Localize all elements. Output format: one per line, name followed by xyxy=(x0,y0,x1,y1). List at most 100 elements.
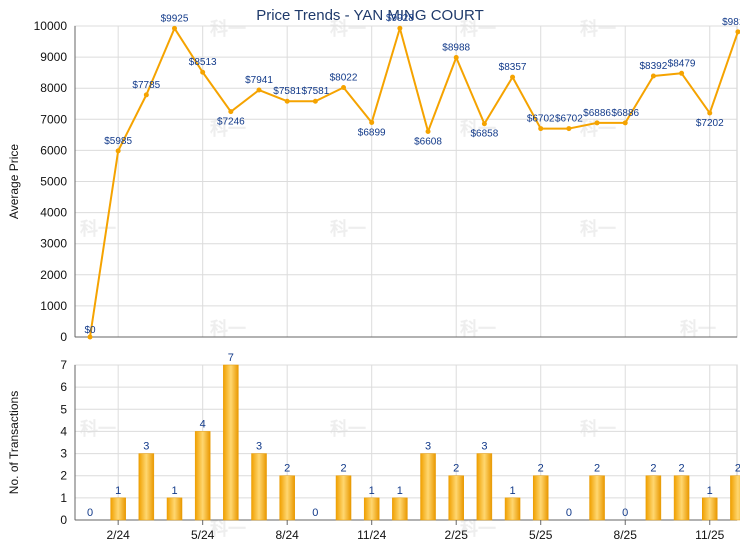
watermark-text-2: 科一 xyxy=(460,18,496,39)
price-tick-label: 5000 xyxy=(40,175,67,189)
watermark-text-16: 科一 xyxy=(210,518,246,539)
price-data-label: $9813 xyxy=(722,17,740,28)
price-data-label: $8392 xyxy=(639,61,667,72)
count-data-label: 2 xyxy=(538,463,544,475)
count-bar xyxy=(194,431,211,521)
price-point xyxy=(679,70,685,76)
count-bar xyxy=(589,475,605,521)
price-line-segment xyxy=(653,72,682,78)
count-bar xyxy=(110,497,126,521)
watermark-text-17: 科一 xyxy=(460,518,496,539)
price-data-label: $6702 xyxy=(527,114,555,125)
price-point xyxy=(397,25,403,31)
count-bar xyxy=(673,475,690,521)
price-data-label: $6702 xyxy=(555,114,583,125)
count-bar xyxy=(532,475,549,521)
count-data-label: 2 xyxy=(679,463,685,475)
watermark-text-15: 科一 xyxy=(580,418,616,439)
price-data-label: $7581 xyxy=(273,86,301,97)
price-line-segment xyxy=(145,27,176,96)
count-bar xyxy=(701,497,718,521)
count-data-label: 4 xyxy=(200,418,206,430)
count-data-label: 2 xyxy=(594,463,600,475)
x-tick-label: 8/25 xyxy=(614,528,638,542)
count-data-label: 2 xyxy=(284,463,290,475)
watermark-text-14: 科一 xyxy=(330,418,366,439)
price-tick-label: 6000 xyxy=(40,143,67,157)
price-data-label: $6858 xyxy=(470,129,498,140)
price-point xyxy=(425,128,431,134)
count-bar xyxy=(335,475,352,521)
price-line-segment xyxy=(258,89,288,103)
count-bar xyxy=(504,497,521,521)
price-line-segment xyxy=(568,121,598,130)
price-data-label: $6886 xyxy=(611,108,639,119)
count-bar xyxy=(138,453,155,521)
price-line-segment xyxy=(483,76,514,125)
price-point xyxy=(228,109,234,115)
price-point xyxy=(453,54,459,60)
x-tick-label: 8/24 xyxy=(276,528,300,542)
price-data-label: $8022 xyxy=(330,73,358,84)
price-tick-label: 9000 xyxy=(40,50,67,64)
price-line-segment xyxy=(370,27,401,123)
price-line-segment xyxy=(342,86,373,124)
count-tick-label: 4 xyxy=(60,424,67,438)
price-line-segment xyxy=(455,57,486,125)
count-data-label: 3 xyxy=(256,441,262,453)
price-data-label: $6608 xyxy=(414,136,442,147)
watermark-text-13: 科一 xyxy=(80,418,116,439)
price-data-label: $9925 xyxy=(161,13,189,24)
count-y-axis-label: No. of Transactions xyxy=(7,391,21,494)
count-data-label: 1 xyxy=(171,485,177,497)
price-point xyxy=(172,25,178,31)
price-data-label: $8513 xyxy=(189,57,217,68)
count-data-label: 2 xyxy=(340,463,346,475)
count-tick-label: 6 xyxy=(60,380,67,394)
x-tick-label: 2/25 xyxy=(445,528,469,542)
price-point xyxy=(650,73,656,79)
x-tick-label: 2/24 xyxy=(106,528,130,542)
watermark-text-0: 科一 xyxy=(210,18,246,39)
price-data-label: $8357 xyxy=(499,62,527,73)
watermark-text-8: 科一 xyxy=(330,218,366,239)
count-tick-label: 1 xyxy=(60,491,67,505)
watermark-text-12: 科一 xyxy=(680,318,716,339)
count-data-label: 1 xyxy=(115,485,121,497)
price-line-segment xyxy=(511,76,542,130)
price-data-label: $6899 xyxy=(358,127,386,138)
count-tick-label: 7 xyxy=(60,358,67,372)
price-line-segment xyxy=(201,71,232,113)
price-tick-label: 8000 xyxy=(40,81,67,95)
chart-title: Price Trends - YAN MING COURT xyxy=(256,7,484,24)
price-point xyxy=(341,85,347,91)
price-point xyxy=(735,29,740,35)
price-line-segment xyxy=(427,57,458,132)
price-data-label: $8479 xyxy=(668,58,696,69)
x-tick-label: 5/24 xyxy=(191,528,215,542)
count-bar xyxy=(363,497,380,521)
count-data-label: 3 xyxy=(425,441,431,453)
price-data-label: $5985 xyxy=(104,136,132,147)
count-tick-label: 3 xyxy=(60,447,67,461)
price-data-label: $0 xyxy=(84,325,96,336)
count-data-label: 0 xyxy=(87,507,93,519)
price-point xyxy=(200,69,206,75)
count-data-label: 2 xyxy=(650,463,656,475)
price-point xyxy=(566,126,572,132)
price-point xyxy=(369,119,375,125)
count-tick-label: 5 xyxy=(60,402,67,416)
price-point xyxy=(312,98,318,104)
watermark-text-1: 科一 xyxy=(330,18,366,39)
watermark-text-3: 科一 xyxy=(580,18,616,39)
watermark-text-10: 科一 xyxy=(210,318,246,339)
price-data-label: $7581 xyxy=(301,86,329,97)
price-line-segment xyxy=(680,72,711,114)
price-data-label: $7246 xyxy=(217,117,245,128)
price-tick-label: 4000 xyxy=(40,206,67,220)
count-bar xyxy=(166,497,183,521)
count-bar xyxy=(251,453,267,521)
price-data-label: $9928 xyxy=(386,13,414,24)
price-data-label: $7941 xyxy=(245,75,273,86)
count-bar xyxy=(476,453,493,521)
